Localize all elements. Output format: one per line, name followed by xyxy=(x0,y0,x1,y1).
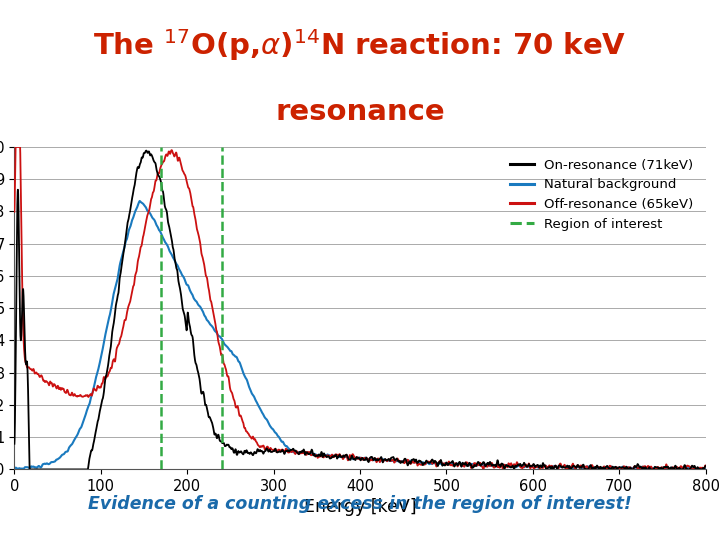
Legend: On-resonance (71keV), Natural background, Off-resonance (65keV), Region of inter: On-resonance (71keV), Natural background… xyxy=(505,153,699,236)
X-axis label: Energy [keV]: Energy [keV] xyxy=(304,498,416,516)
Text: The $^{17}$O(p,$\alpha$)$^{14}$N reaction: 70 keV: The $^{17}$O(p,$\alpha$)$^{14}$N reactio… xyxy=(94,28,626,63)
Text: Evidence of a counting excess in the region of interest!: Evidence of a counting excess in the reg… xyxy=(88,495,632,512)
Text: resonance: resonance xyxy=(275,98,445,126)
